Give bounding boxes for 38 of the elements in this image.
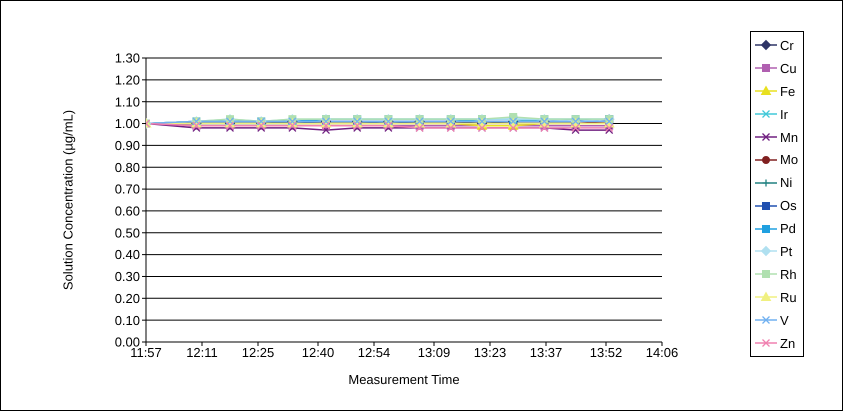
- y-axis-title: Solution Concentration (µg/mL): [60, 110, 76, 290]
- y-tick-label: 0.40: [114, 247, 140, 262]
- x-tick-label: 13:52: [590, 345, 622, 360]
- y-tick-label: 0.10: [114, 312, 140, 328]
- legend-label: Ru: [780, 290, 797, 305]
- y-tick-label: 0.50: [114, 225, 140, 240]
- y-tick-label: 0.20: [114, 290, 140, 306]
- y-tick-label: 0.60: [114, 204, 140, 219]
- y-tick-label: 1.00: [114, 116, 140, 132]
- legend-label: Ir: [780, 106, 788, 122]
- legend-label: Zn: [780, 336, 796, 351]
- legend-label: Mo: [780, 152, 798, 168]
- legend-label: Cu: [780, 60, 797, 76]
- y-tick-label: 1.20: [114, 72, 140, 88]
- x-tick-label: 12:54: [358, 345, 390, 360]
- x-tick-label: 12:11: [186, 345, 218, 360]
- y-tick-label: 1.30: [114, 50, 140, 66]
- legend-label: Os: [780, 198, 797, 214]
- legend-label: Pd: [780, 221, 796, 236]
- y-tick-label: 0.80: [114, 160, 140, 175]
- legend-label: Fe: [780, 84, 796, 99]
- x-axis-title: Measurement Time: [348, 372, 460, 387]
- x-tick-label: 13:37: [530, 345, 562, 360]
- legend-label: Ni: [780, 175, 792, 190]
- x-tick-label: 12:25: [242, 345, 274, 360]
- legend-label: Cr: [780, 38, 794, 53]
- x-tick-label: 13:23: [474, 345, 506, 360]
- y-tick-label: 1.10: [114, 94, 140, 110]
- legend-label: Pt: [780, 244, 792, 259]
- y-tick-label: 0.30: [114, 269, 140, 284]
- legend-label: Mn: [780, 130, 798, 144]
- y-tick-label: 0.90: [114, 138, 140, 153]
- x-tick-label: 13:09: [418, 345, 450, 360]
- x-tick-label: 12:40: [302, 345, 334, 360]
- legend-label: V: [780, 312, 789, 328]
- x-tick-label: 14:06: [646, 345, 678, 360]
- legend-label: Rh: [780, 266, 797, 282]
- y-tick-label: 0.70: [114, 182, 140, 197]
